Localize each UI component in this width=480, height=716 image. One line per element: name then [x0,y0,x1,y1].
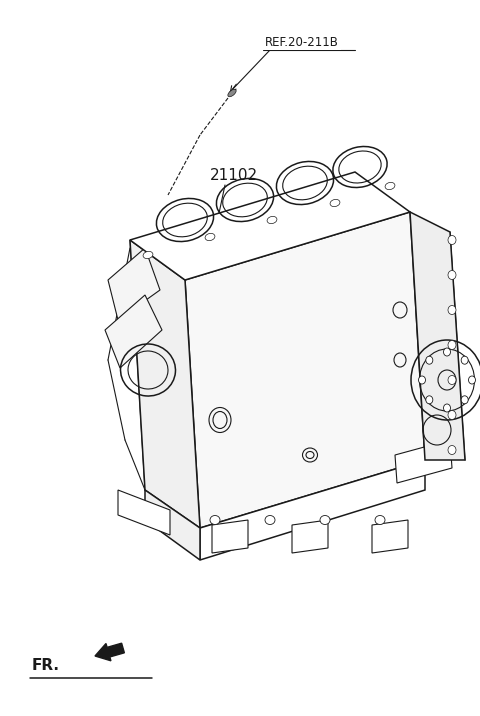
Polygon shape [212,520,248,553]
Polygon shape [145,490,200,560]
Ellipse shape [385,183,395,190]
Ellipse shape [210,516,220,525]
Polygon shape [118,490,170,535]
Ellipse shape [426,396,433,404]
Text: FR.: FR. [32,659,60,674]
Ellipse shape [143,251,153,258]
Polygon shape [292,520,328,553]
Text: REF.20-211B: REF.20-211B [265,36,339,49]
Polygon shape [108,248,160,320]
Ellipse shape [448,236,456,244]
Ellipse shape [375,516,385,525]
FancyArrow shape [95,643,124,661]
Ellipse shape [444,348,451,356]
Polygon shape [200,460,425,560]
Polygon shape [410,212,465,460]
Ellipse shape [448,445,456,455]
Polygon shape [185,212,425,528]
Ellipse shape [461,356,468,364]
Text: 21102: 21102 [210,168,258,183]
Ellipse shape [330,199,340,207]
Ellipse shape [426,356,433,364]
Ellipse shape [448,410,456,420]
Polygon shape [185,255,390,520]
Polygon shape [395,440,452,483]
Ellipse shape [228,90,236,97]
Ellipse shape [444,404,451,412]
Ellipse shape [448,271,456,279]
Ellipse shape [448,306,456,314]
Ellipse shape [320,516,330,525]
Ellipse shape [205,233,215,241]
Ellipse shape [461,396,468,404]
Ellipse shape [468,376,476,384]
Ellipse shape [265,516,275,525]
Ellipse shape [419,376,425,384]
Polygon shape [130,172,410,280]
Ellipse shape [448,341,456,349]
Polygon shape [105,295,162,368]
Ellipse shape [267,216,277,223]
Polygon shape [372,520,408,553]
Polygon shape [130,240,200,528]
Ellipse shape [448,375,456,384]
